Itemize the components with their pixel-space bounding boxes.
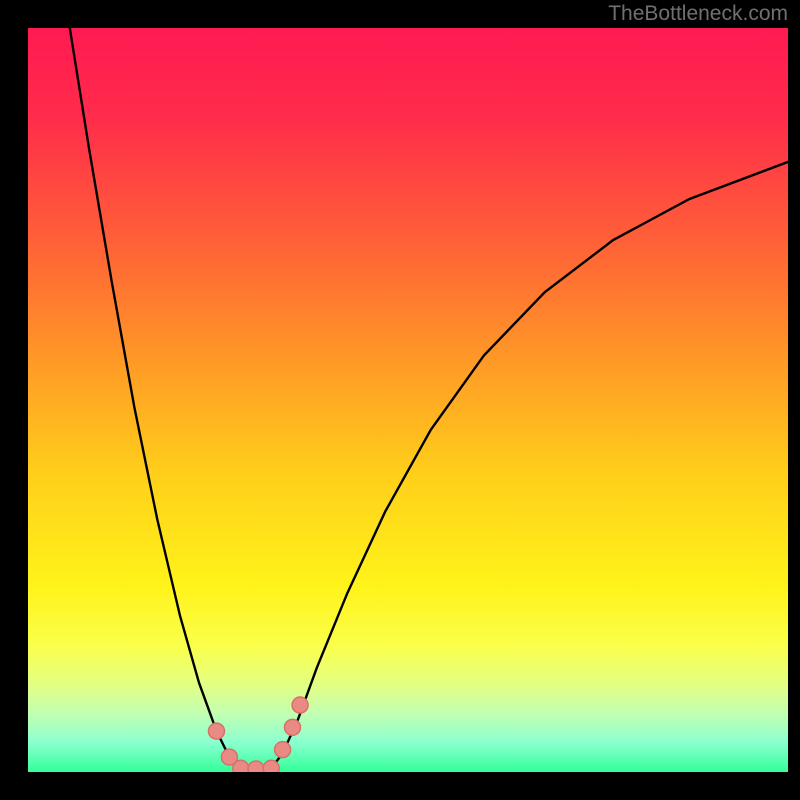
watermark-text: TheBottleneck.com — [608, 2, 788, 26]
bottleneck-chart — [28, 28, 788, 772]
marker-point — [284, 719, 300, 735]
marker-point — [233, 760, 249, 772]
marker-point — [248, 761, 264, 772]
marker-point — [208, 723, 224, 739]
outer-frame: TheBottleneck.com — [0, 0, 800, 800]
marker-point — [263, 760, 279, 772]
gradient-background — [28, 28, 788, 772]
marker-point — [275, 742, 291, 758]
plot-area — [28, 28, 788, 772]
marker-point — [292, 697, 308, 713]
